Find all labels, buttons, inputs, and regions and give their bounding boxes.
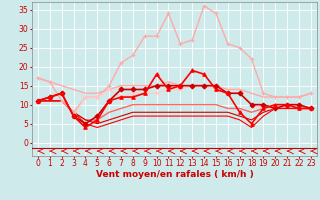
X-axis label: Vent moyen/en rafales ( km/h ): Vent moyen/en rafales ( km/h )	[96, 170, 253, 179]
